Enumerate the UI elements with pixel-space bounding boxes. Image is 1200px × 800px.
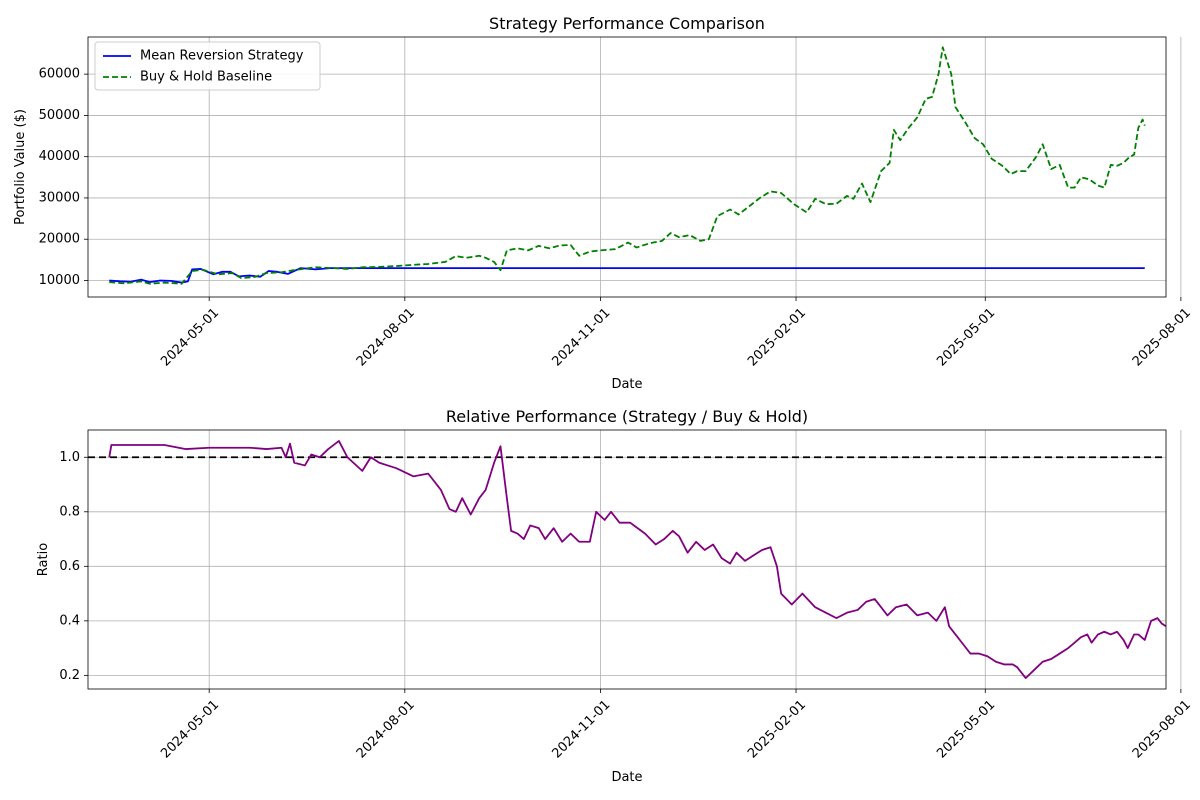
x-tick-label: 2024-11-01 — [549, 697, 613, 761]
legend: Mean Reversion Strategy Buy & Hold Baseli… — [94, 41, 321, 91]
y-tick-label: 0.6 — [59, 559, 80, 574]
x-tick-label: 2024-05-01 — [158, 697, 222, 761]
axes-frame — [87, 429, 1167, 690]
chart-title: Relative Performance (Strategy / Buy & H… — [446, 407, 808, 426]
x-tick-label: 2025-05-01 — [934, 697, 998, 761]
x-axis-label: Date — [611, 377, 642, 392]
series-line-mean-reversion-strategy — [109, 267, 1145, 284]
x-tick-label: 2025-05-01 — [934, 305, 998, 369]
x-tick-label: 2025-02-01 — [745, 305, 809, 369]
y-tick-label: 20000 — [39, 232, 80, 247]
y-tick-label: 0.4 — [59, 613, 80, 628]
x-tick-label: 2024-11-01 — [549, 305, 613, 369]
x-tick-label: 2024-08-01 — [354, 697, 418, 761]
chart-panel-1: 2024-05-01 2024-08-01 2024-11-01 2025-02-01… — [13, 14, 1194, 392]
chart-panel-2: 2024-05-01 2024-08-01 2024-11-01 2025-02-01… — [36, 407, 1194, 785]
y-tick-label: 30000 — [39, 190, 80, 205]
y-axis-label: Ratio — [36, 543, 51, 576]
y-tick-label: 0.2 — [59, 668, 80, 683]
x-tick-label: 2025-08-01 — [1130, 305, 1194, 369]
x-axis-label: Date — [611, 770, 642, 785]
y-tick-label: 40000 — [39, 149, 80, 164]
series-line-buy-hold-baseline — [109, 46, 1146, 285]
series-line-series-1 — [108, 440, 1166, 679]
y-tick-label: 50000 — [39, 108, 80, 123]
legend-label: Mean Reversion Strategy — [140, 49, 304, 64]
x-tick-label: 2025-08-01 — [1130, 697, 1194, 761]
y-tick-label: 0.8 — [59, 504, 80, 519]
y-tick-label: 1.0 — [59, 450, 80, 465]
legend-box — [94, 41, 321, 91]
y-tick-label: 60000 — [39, 67, 80, 82]
x-tick-label: 2024-08-01 — [354, 305, 418, 369]
axes-frame — [87, 36, 1167, 298]
x-tick-label: 2024-05-01 — [158, 305, 222, 369]
y-tick-label: 10000 — [39, 273, 80, 288]
chart-title: Strategy Performance Comparison — [489, 14, 765, 33]
y-axis-label: Portfolio Value ($) — [13, 109, 28, 225]
plot-area — [88, 430, 1166, 689]
legend-label: Buy & Hold Baseline — [140, 70, 272, 85]
x-tick-label: 2025-02-01 — [745, 697, 809, 761]
